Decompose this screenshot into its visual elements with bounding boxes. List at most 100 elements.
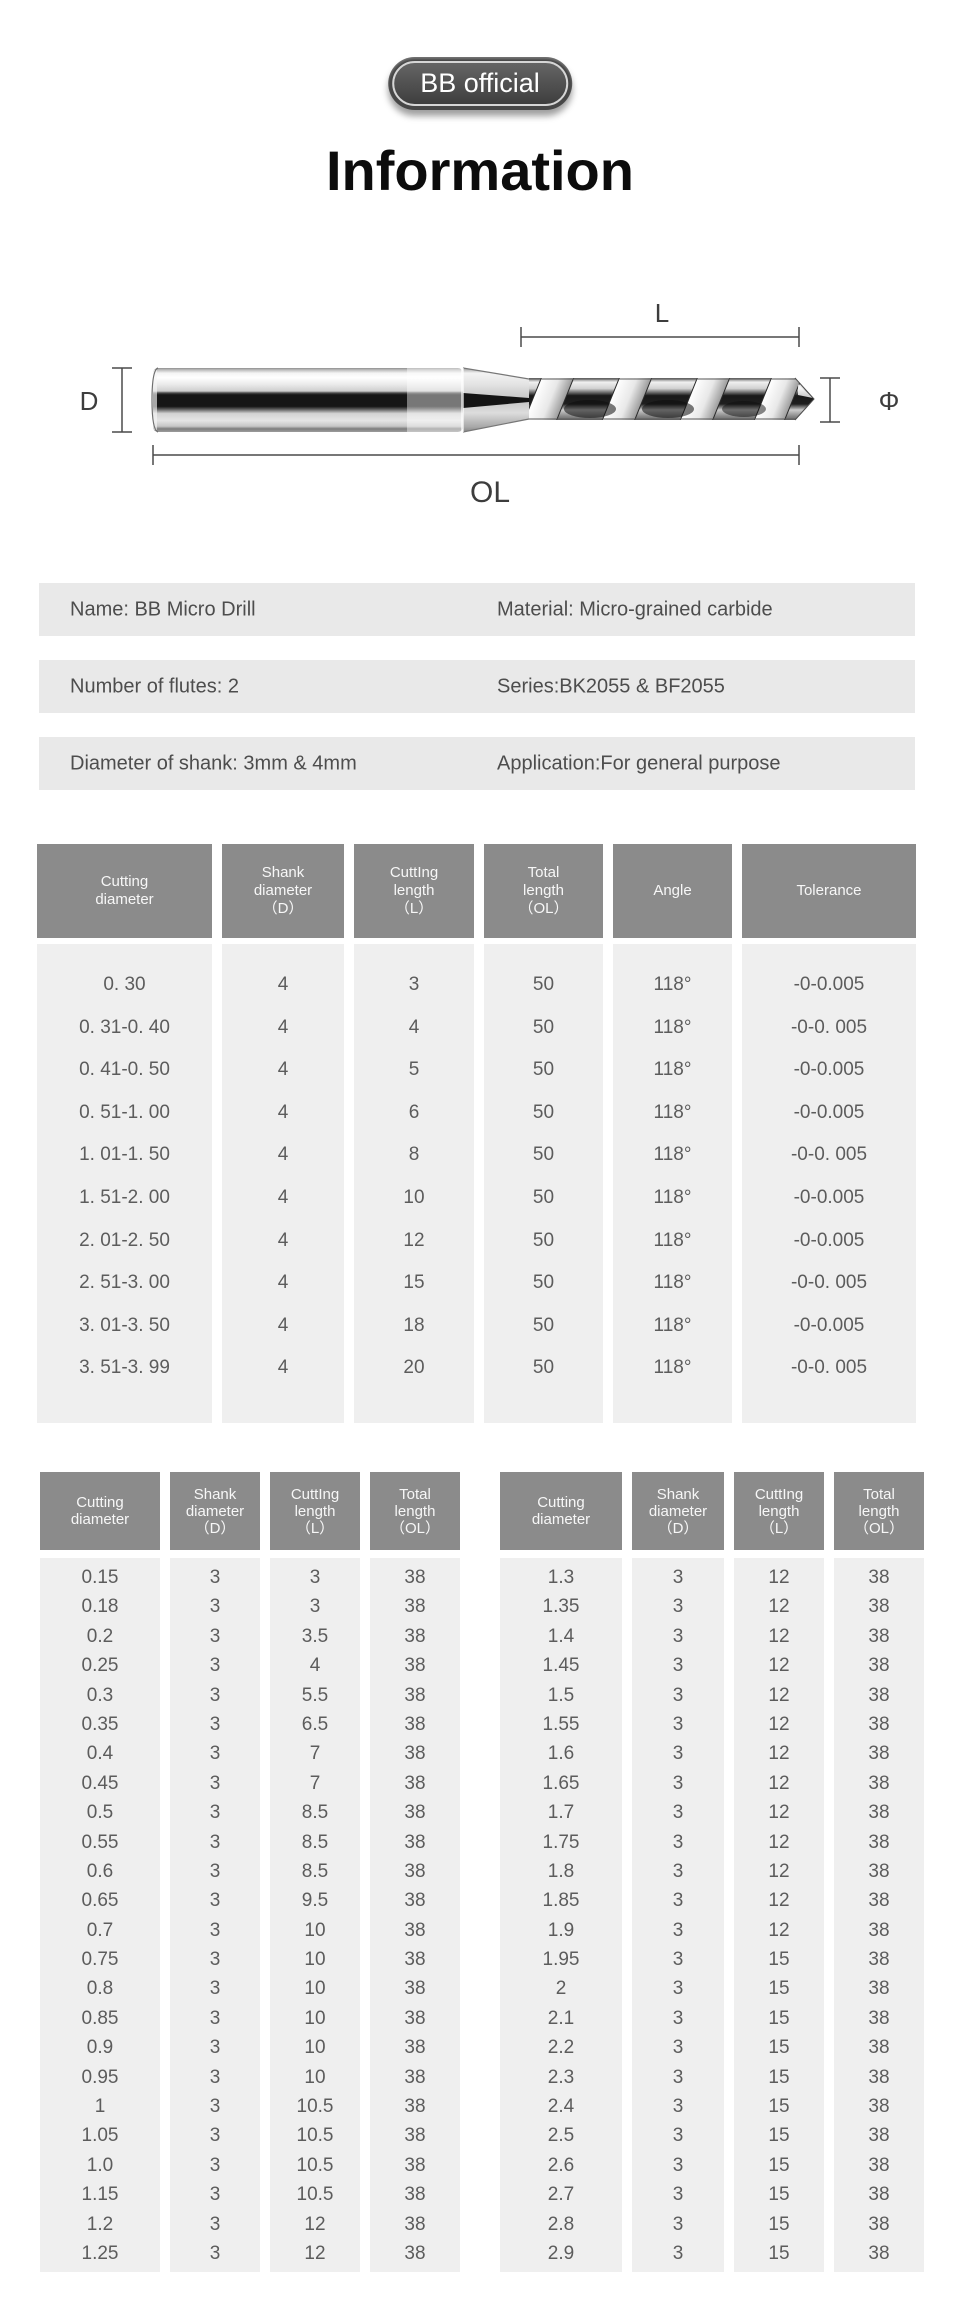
table-cell: 1. 01-1. 50 <box>79 1144 170 1166</box>
table-cell: 4 <box>277 1272 289 1294</box>
table-cell: 0.95 <box>81 2066 119 2088</box>
table-column: 1.3 1.35 1.4 1.45 1.5 1.55 1.6 1.65 1.7 1.75 1.8 1.… <box>500 1558 622 2273</box>
table-cell: 4 <box>277 1357 289 1379</box>
table-cell: 50 <box>532 1357 555 1379</box>
table-cell: 38 <box>868 1831 890 1853</box>
header-cell: Total length （OL） <box>834 1472 924 1550</box>
small-table-right-body: 1.3 1.35 1.4 1.45 1.5 1.55 1.6 1.65 1.7 1.75 1.8 1.… <box>500 1558 924 2273</box>
small-table-right-header: Cutting diameter Shank diameter （D） CuttIn… <box>500 1472 924 1550</box>
table-cell: 3 <box>209 2096 221 2118</box>
table-cell: 0. 30 <box>103 974 146 995</box>
table-cell: 38 <box>404 1567 426 1588</box>
table-cell: 50 <box>532 1186 555 1208</box>
table-cell: -0-0.005 <box>793 1101 865 1123</box>
table-cell: 4 <box>277 1314 289 1336</box>
main-table-body: 0. 30 0. 31-0. 40 0. 41-0. 50 0. 51-1. 00 1.… <box>37 944 916 1423</box>
table-cell: 20 <box>403 1357 425 1379</box>
table-cell: 38 <box>868 1713 890 1735</box>
table-cell: 1.7 <box>547 1802 575 1824</box>
table-cell: 3 <box>209 2037 221 2059</box>
table-cell: 3 <box>672 2007 684 2029</box>
table-cell: 12 <box>768 1743 790 1765</box>
table-cell: 15 <box>768 2096 790 2118</box>
table-cell: 6.5 <box>301 1713 329 1735</box>
table-cell: 12 <box>768 1919 790 1941</box>
table-cell: 0.8 <box>86 1978 114 2000</box>
table-cell: 18 <box>403 1314 425 1336</box>
small-table-left-header: Cutting diameter Shank diameter （D） CuttIn… <box>40 1472 460 1550</box>
table-cell: 3 <box>672 1655 684 1677</box>
table-cell: 3 <box>672 1713 684 1735</box>
table-cell: 3 <box>209 1919 221 1941</box>
table-cell: 38 <box>868 2037 890 2059</box>
table-cell: 50 <box>532 1272 555 1294</box>
brand-badge-label: BB official <box>392 61 568 106</box>
table-cell: 3 <box>309 1567 321 1588</box>
table-cell: 1.9 <box>547 1919 575 1941</box>
table-cell: 10 <box>304 2007 326 2029</box>
table-cell: 3 <box>309 1596 321 1618</box>
table-cell: 0. 41-0. 50 <box>79 1059 170 1081</box>
table-cell: 15 <box>768 2242 790 2264</box>
table-cell: -0-0.005 <box>793 1314 865 1336</box>
table-cell: 1.45 <box>542 1655 580 1677</box>
table-cell: 38 <box>404 2125 426 2147</box>
table-cell: 8.5 <box>301 1802 329 1824</box>
table-cell: 15 <box>768 2037 790 2059</box>
table-cell: 4 <box>277 974 289 995</box>
table-cell: 15 <box>768 2007 790 2029</box>
table-cell: 0.75 <box>81 1949 119 1971</box>
table-cell: -0-0. 005 <box>790 1016 868 1038</box>
table-cell: 12 <box>768 1831 790 1853</box>
table-cell: 118° <box>653 1016 692 1038</box>
table-cell: 0.6 <box>86 1860 114 1882</box>
table-cell: 10 <box>304 1919 326 1941</box>
table-cell: 15 <box>768 2125 790 2147</box>
table-cell: 6 <box>408 1101 420 1123</box>
table-cell: 10 <box>304 2037 326 2059</box>
table-cell: 118° <box>653 1357 692 1379</box>
table-cell: 1.35 <box>542 1596 580 1618</box>
table-cell: 4 <box>277 1016 289 1038</box>
table-cell: 4 <box>277 1229 289 1251</box>
table-cell: 38 <box>404 2154 426 2176</box>
table-cell: 50 <box>532 1314 555 1336</box>
table-cell: 3 <box>672 1567 684 1588</box>
table-cell: 8.5 <box>301 1860 329 1882</box>
spec-bar-flutes-series: Number of flutes: 2 Series:BK2055 & BF20… <box>39 660 915 713</box>
table-column: 38 38 38 38 38 38 38 38 38 38 38 38 38 38 38 38 38 38 38 38… <box>834 1558 924 2273</box>
table-cell: 3 <box>672 1596 684 1618</box>
header-cell: Cutting diameter <box>40 1472 160 1550</box>
table-cell: 3 <box>209 1831 221 1853</box>
table-cell: 4 <box>309 1655 321 1677</box>
table-cell: 10 <box>304 1978 326 2000</box>
table-cell: 3 <box>209 1743 221 1765</box>
table-cell: 38 <box>868 2184 890 2206</box>
table-cell: 12 <box>768 1860 790 1882</box>
table-cell: 12 <box>768 1684 790 1706</box>
table-cell: 38 <box>868 1978 890 2000</box>
table-cell: 3 <box>672 1890 684 1912</box>
table-cell: 1.95 <box>542 1949 580 1971</box>
table-cell: 0. 51-1. 00 <box>79 1101 170 1123</box>
table-cell: 3 <box>672 2066 684 2088</box>
table-cell: 38 <box>868 1949 890 1971</box>
table-cell: 3 <box>209 1802 221 1824</box>
table-cell: 3 <box>672 1772 684 1794</box>
table-cell: 1.3 <box>547 1567 575 1588</box>
table-cell: 50 <box>532 1016 555 1038</box>
table-cell: 38 <box>868 2213 890 2235</box>
table-cell: 0.4 <box>86 1743 114 1765</box>
spec-series: Series:BK2055 & BF2055 <box>497 675 725 697</box>
table-cell: 3 <box>209 1567 221 1588</box>
table-cell: 50 <box>532 1059 555 1081</box>
dimension-lines <box>112 327 840 465</box>
table-cell: 3 <box>209 1684 221 1706</box>
table-cell: 10.5 <box>296 2096 334 2118</box>
table-cell: 9.5 <box>301 1890 329 1912</box>
small-table-left-body: 0.15 0.18 0.2 0.25 0.3 0.35 0.4 0.45 0.5 0.55 0.6 0… <box>40 1558 460 2273</box>
table-cell: 1.0 <box>86 2154 114 2176</box>
table-cell: 3 <box>209 1772 221 1794</box>
table-cell: 3 <box>672 1625 684 1647</box>
spec-shank-diameter: Diameter of shank: 3mm & 4mm <box>70 752 357 774</box>
